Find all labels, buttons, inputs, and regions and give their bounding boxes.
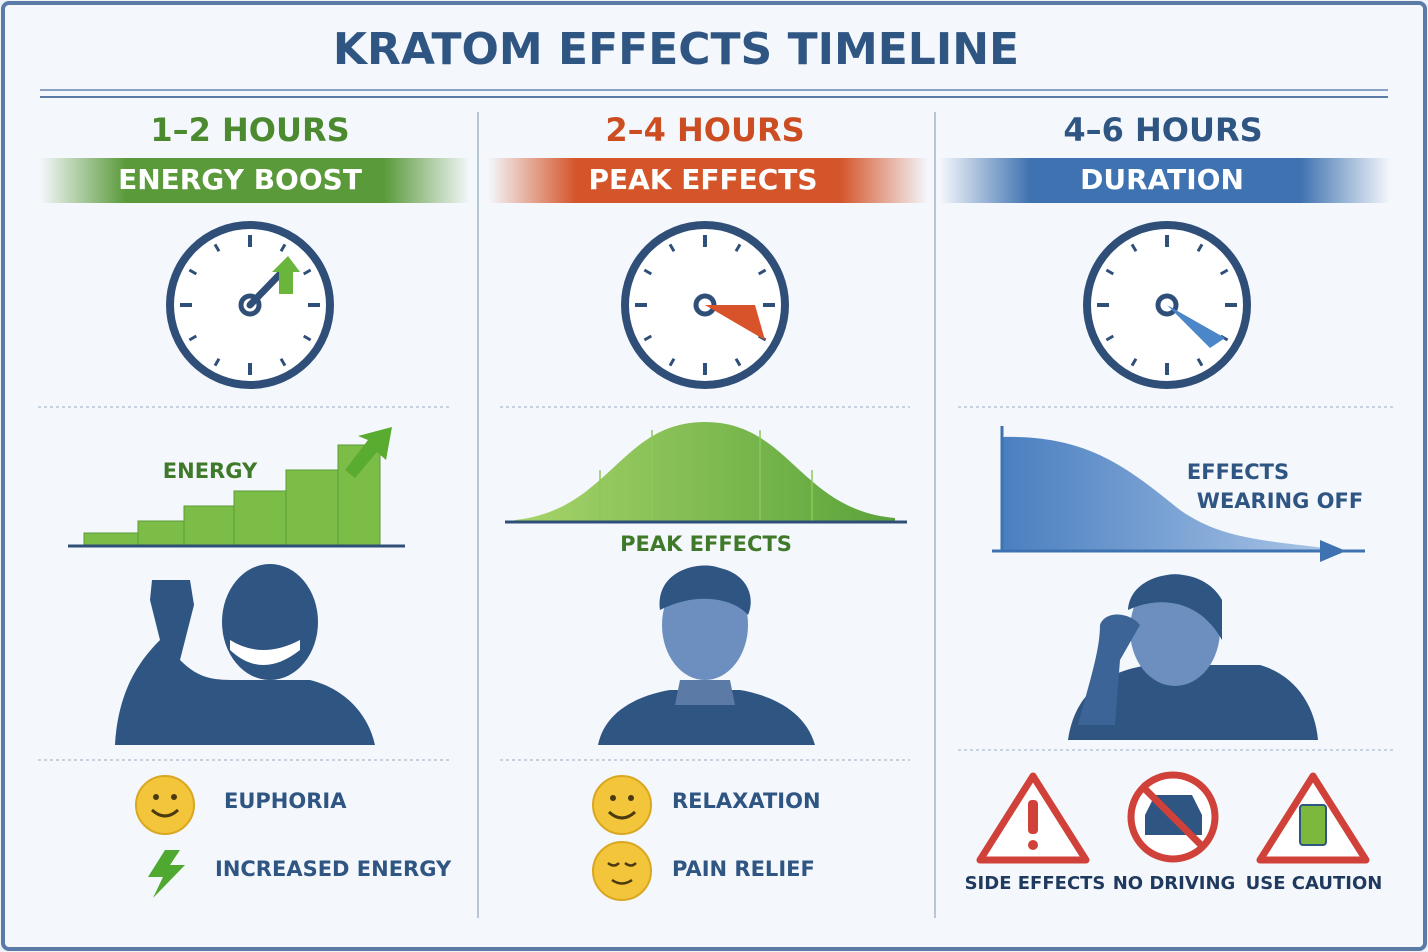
clock-tick [668,243,676,253]
clock-tick [734,243,742,253]
lightning-icon [148,850,185,898]
smiley-mouth [150,808,180,818]
warning-label: NO DRIVING [1113,873,1236,894]
clock-tick [757,268,767,276]
clock-tick [213,357,221,367]
effect-label: RELAXATION [672,789,821,813]
bottle-icon [1299,804,1327,846]
clock-tick [1105,334,1115,342]
exclamation [1028,800,1038,834]
clock-hand [705,305,765,340]
clock-tick [1130,357,1138,367]
clock-tick [1219,268,1229,276]
clock-tick [279,357,287,367]
warning-label: USE CAUTION [1246,873,1383,894]
clock-tick [1196,243,1204,253]
title: KRATOM EFFECTS TIMELINE [333,24,1019,75]
chart-label: WEARING OFF [1197,489,1363,513]
eye [171,794,177,800]
separators [38,406,1395,761]
clock-tick [188,334,198,342]
effect-label: EUPHORIA [224,789,347,813]
person-tired [1068,574,1318,740]
smiley-icon [135,775,195,835]
smiley-icon [592,841,652,901]
clock-tick [1130,243,1138,253]
effect-label: INCREASED ENERGY [215,857,452,881]
time-label: 1–2 HOURS [150,111,349,149]
clock-tick [279,243,287,253]
curve-lines [599,430,813,521]
clock-tick [734,357,742,367]
warning-label: SIDE EFFECTS [965,873,1106,894]
chart-label: ENERGY [163,459,258,483]
eye [610,795,616,801]
energy-steps [83,444,381,547]
arrow-icon [1320,540,1346,562]
time-label: 4–6 HOURS [1063,111,1262,149]
person-energetic [115,564,375,745]
phase-label: PEAK EFFECTS [588,163,817,196]
decay-curve [1003,436,1325,551]
chart-label: PEAK EFFECTS [620,532,792,556]
slash [1140,784,1206,850]
arrow-icon [345,427,392,478]
clock-tick [668,357,676,367]
clock-tick [643,268,653,276]
clock-hand [1167,305,1225,348]
phase-label: ENERGY BOOST [118,163,362,196]
clock-tick [643,334,653,342]
clock-tick [302,334,312,342]
smiley-mouth [607,810,637,820]
phase-band [940,158,1390,203]
smiley-icon [592,775,652,835]
effect-label: PAIN RELIEF [672,857,815,881]
clock-tick [302,268,312,276]
phase-band [40,158,470,203]
eye [628,795,634,801]
exclamation-dot [1028,840,1038,850]
phase-band [488,158,928,203]
person-relaxed [598,565,815,745]
clock-tick [213,243,221,253]
clock-hand [246,268,286,309]
clock-tick [1196,357,1204,367]
smiley-face [607,862,637,885]
bell-curve [515,422,895,522]
arrow-icon [272,256,300,294]
time-label: 2–4 HOURS [605,111,804,149]
clock-tick [188,268,198,276]
chart-label: EFFECTS [1187,460,1289,484]
phase-label: DURATION [1080,163,1244,196]
clock-tick [1105,268,1115,276]
eye [153,794,159,800]
